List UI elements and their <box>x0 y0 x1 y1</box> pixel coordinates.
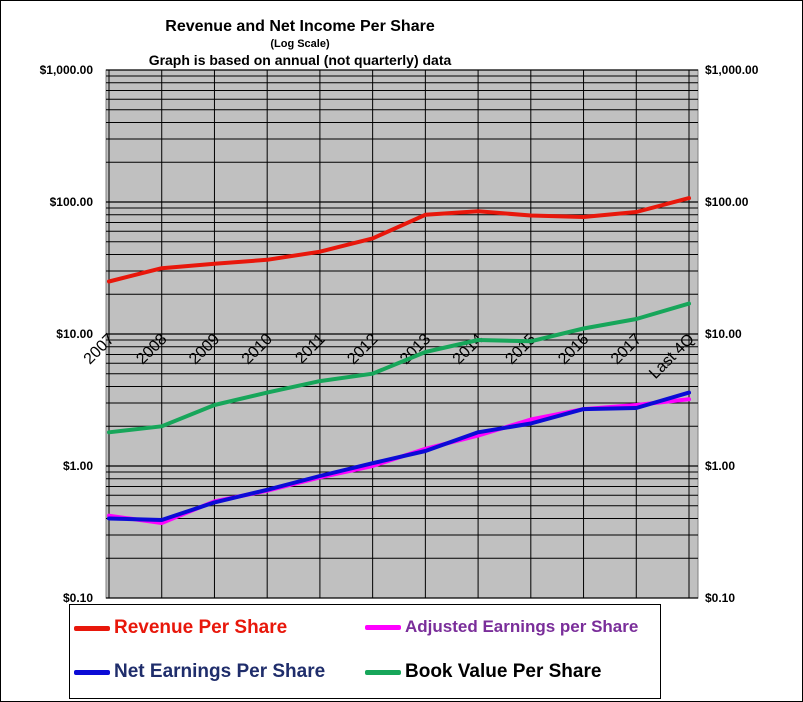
y-tick-label-right: $1,000.00 <box>705 63 759 77</box>
y-axis-right: $1,000.00 $100.00 $10.00 $1.00 $0.10 <box>705 63 759 605</box>
y-tick-label-left: $1.00 <box>63 459 93 473</box>
legend-swatch <box>74 625 110 631</box>
series-lines <box>107 196 691 525</box>
legend-swatch <box>365 624 401 630</box>
series-net-earnings-line <box>107 390 691 522</box>
y-tick-label-right: $0.10 <box>705 591 735 605</box>
y-axis-left: $1,000.00 $100.00 $10.00 $1.00 $0.10 <box>40 63 94 605</box>
chart-note: Graph is based on annual (not quarterly)… <box>149 52 452 68</box>
y-tick-label-left: $100.00 <box>50 195 94 209</box>
series-book-value-line <box>107 301 691 435</box>
chart-subtitle: (Log Scale) <box>270 38 330 50</box>
legend-item-adjusted-earnings: Adjusted Earnings per Share <box>365 617 638 637</box>
legend-item-book-value: Book Value Per Share <box>365 661 601 683</box>
y-tick-label-left: $10.00 <box>56 327 93 341</box>
y-tick-label-left: $0.10 <box>63 591 93 605</box>
legend-label: Net Earnings Per Share <box>114 661 326 682</box>
y-tick-label-right: $100.00 <box>705 195 749 209</box>
legend-swatch <box>74 669 110 675</box>
legend-item-revenue: Revenue Per Share <box>74 617 287 639</box>
legend-item-net-earnings: Net Earnings Per Share <box>74 661 325 683</box>
legend-label: Revenue Per Share <box>114 617 288 638</box>
y-tick-label-right: $10.00 <box>705 327 742 341</box>
y-tick-label-right: $1.00 <box>705 459 735 473</box>
legend-label: Adjusted Earnings per Share <box>405 617 639 636</box>
legend-swatch <box>365 669 401 675</box>
legend-label: Book Value Per Share <box>405 661 602 682</box>
legend: Revenue Per Share Adjusted Earnings per … <box>69 604 661 699</box>
chart-title: Revenue and Net Income Per Share <box>165 18 435 35</box>
gridlines <box>106 69 698 599</box>
y-tick-label-left: $1,000.00 <box>40 63 94 77</box>
series-revenue-line <box>107 196 691 284</box>
